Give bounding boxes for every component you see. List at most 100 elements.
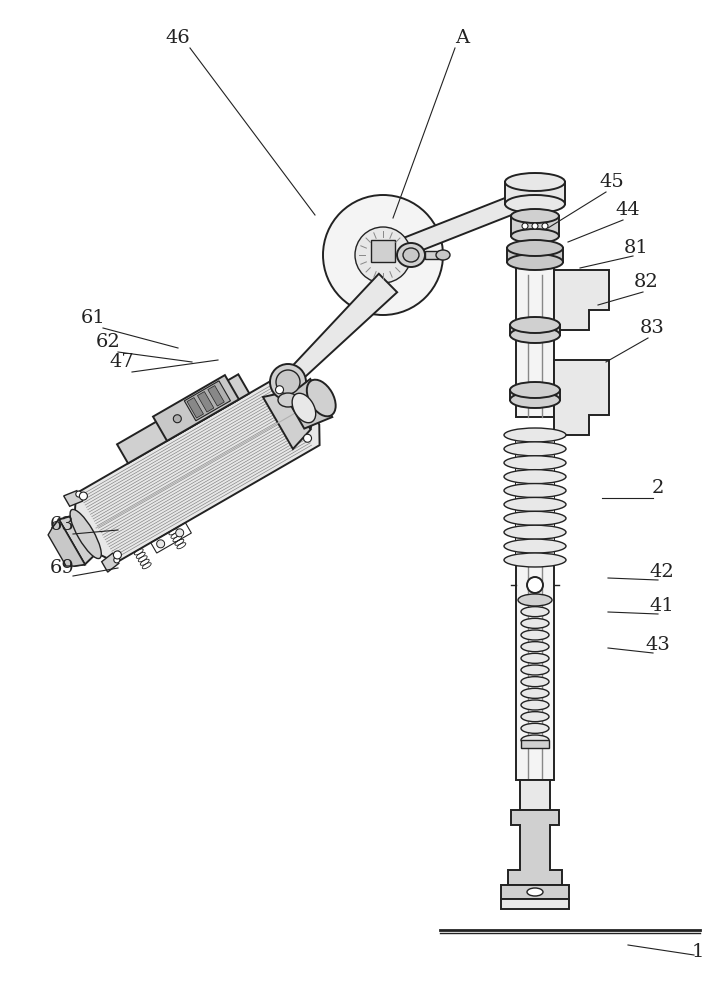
Ellipse shape bbox=[114, 551, 122, 559]
Ellipse shape bbox=[175, 529, 183, 537]
Bar bbox=[511, 216, 559, 236]
Bar bbox=[516, 262, 554, 417]
Bar bbox=[510, 390, 560, 400]
Ellipse shape bbox=[270, 364, 306, 400]
Ellipse shape bbox=[275, 386, 283, 394]
Ellipse shape bbox=[521, 712, 549, 722]
Ellipse shape bbox=[522, 223, 528, 229]
Text: 81: 81 bbox=[624, 239, 649, 257]
Polygon shape bbox=[384, 186, 536, 265]
Polygon shape bbox=[184, 381, 231, 421]
Polygon shape bbox=[282, 274, 397, 388]
Polygon shape bbox=[207, 386, 224, 406]
Ellipse shape bbox=[542, 223, 548, 229]
Polygon shape bbox=[153, 375, 239, 441]
Ellipse shape bbox=[306, 380, 336, 416]
Text: 82: 82 bbox=[633, 273, 658, 291]
Bar bbox=[425, 251, 443, 259]
Text: 63: 63 bbox=[50, 516, 74, 534]
Ellipse shape bbox=[278, 393, 298, 407]
Ellipse shape bbox=[521, 595, 549, 605]
Ellipse shape bbox=[505, 195, 565, 213]
Text: 69: 69 bbox=[50, 559, 74, 577]
Polygon shape bbox=[59, 515, 97, 565]
Ellipse shape bbox=[521, 653, 549, 663]
Ellipse shape bbox=[511, 209, 559, 223]
Ellipse shape bbox=[510, 392, 560, 408]
Ellipse shape bbox=[323, 195, 443, 315]
Ellipse shape bbox=[173, 415, 181, 423]
Ellipse shape bbox=[521, 665, 549, 675]
Ellipse shape bbox=[504, 539, 566, 553]
Ellipse shape bbox=[504, 442, 566, 456]
Bar bbox=[510, 325, 560, 335]
Text: 61: 61 bbox=[81, 309, 106, 327]
Polygon shape bbox=[508, 810, 562, 885]
Ellipse shape bbox=[521, 630, 549, 640]
Bar bbox=[516, 435, 554, 560]
Ellipse shape bbox=[532, 223, 538, 229]
Text: 43: 43 bbox=[646, 636, 670, 654]
Ellipse shape bbox=[504, 525, 566, 539]
Ellipse shape bbox=[527, 888, 543, 896]
Polygon shape bbox=[102, 553, 119, 572]
Ellipse shape bbox=[510, 327, 560, 343]
Ellipse shape bbox=[507, 254, 563, 270]
Text: 47: 47 bbox=[110, 353, 135, 371]
Ellipse shape bbox=[521, 607, 549, 617]
Ellipse shape bbox=[504, 553, 566, 567]
Polygon shape bbox=[117, 374, 249, 463]
Polygon shape bbox=[554, 270, 609, 330]
Polygon shape bbox=[187, 398, 204, 418]
Ellipse shape bbox=[436, 250, 450, 260]
Ellipse shape bbox=[510, 317, 560, 333]
Polygon shape bbox=[52, 519, 85, 566]
Text: 46: 46 bbox=[166, 29, 191, 47]
Ellipse shape bbox=[505, 173, 565, 191]
Polygon shape bbox=[286, 379, 332, 429]
Ellipse shape bbox=[157, 540, 165, 548]
Bar bbox=[520, 780, 550, 810]
Ellipse shape bbox=[70, 509, 101, 559]
Text: 83: 83 bbox=[640, 319, 665, 337]
Ellipse shape bbox=[403, 248, 419, 262]
Ellipse shape bbox=[76, 491, 82, 497]
Ellipse shape bbox=[504, 511, 566, 525]
Polygon shape bbox=[554, 360, 609, 435]
Ellipse shape bbox=[521, 723, 549, 733]
Ellipse shape bbox=[304, 434, 312, 442]
Text: 45: 45 bbox=[600, 173, 625, 191]
Ellipse shape bbox=[504, 484, 566, 498]
Ellipse shape bbox=[504, 428, 566, 442]
Bar bbox=[371, 240, 395, 262]
Ellipse shape bbox=[527, 577, 543, 593]
Ellipse shape bbox=[276, 370, 300, 394]
Polygon shape bbox=[263, 391, 311, 449]
Text: 62: 62 bbox=[95, 333, 120, 351]
Text: 2: 2 bbox=[652, 479, 664, 497]
Ellipse shape bbox=[504, 456, 566, 470]
Text: 44: 44 bbox=[616, 201, 641, 219]
Bar bbox=[521, 740, 549, 748]
Ellipse shape bbox=[518, 594, 552, 606]
Ellipse shape bbox=[521, 642, 549, 652]
Ellipse shape bbox=[510, 382, 560, 398]
Ellipse shape bbox=[355, 227, 411, 283]
Ellipse shape bbox=[521, 688, 549, 698]
Text: 42: 42 bbox=[649, 563, 674, 581]
Polygon shape bbox=[197, 392, 214, 412]
Ellipse shape bbox=[504, 497, 566, 511]
Text: 41: 41 bbox=[649, 597, 674, 615]
Ellipse shape bbox=[521, 618, 549, 628]
Text: A: A bbox=[455, 29, 469, 47]
Text: 1: 1 bbox=[692, 943, 704, 961]
Ellipse shape bbox=[79, 492, 87, 500]
Ellipse shape bbox=[511, 229, 559, 243]
Polygon shape bbox=[288, 391, 313, 430]
Bar bbox=[507, 248, 563, 262]
Polygon shape bbox=[48, 519, 85, 566]
Polygon shape bbox=[75, 376, 320, 563]
Bar bbox=[501, 885, 569, 899]
Ellipse shape bbox=[292, 393, 316, 423]
Polygon shape bbox=[63, 491, 83, 506]
